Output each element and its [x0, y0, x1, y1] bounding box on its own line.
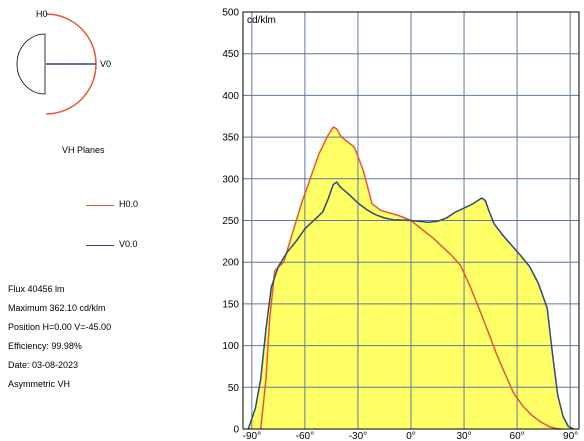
- y-tick-label-0: 0: [233, 425, 239, 436]
- legend-v-label: V0.0: [119, 239, 138, 249]
- left-panel: H0 V0 VH Planes H0.0 V0.0 Flux 40456 lm …: [0, 0, 225, 441]
- y-tick-label-1: 50: [228, 383, 240, 394]
- y-tick-label-7: 350: [222, 133, 239, 144]
- v0-plane-label: V0: [100, 59, 112, 69]
- plot-frame: [242, 11, 580, 430]
- x-tick-label-6: 90°: [563, 431, 578, 441]
- legend-v-swatch: [86, 245, 114, 246]
- y-tick-label-6: 300: [222, 174, 239, 185]
- y-tick-label-2: 100: [222, 341, 239, 352]
- type-text: Asymmetric VH: [8, 379, 71, 389]
- x-tick-label-3: 0°: [406, 431, 416, 441]
- x-tick-label-1: -60°: [296, 431, 314, 441]
- series-line-1: [247, 181, 575, 430]
- x-tick-label-4: 30°: [456, 431, 471, 441]
- y-tick-label-9: 450: [222, 49, 239, 60]
- vh-planes-diagram: [16, 13, 97, 115]
- maximum-text: Maximum 362.10 cd/klm: [8, 303, 106, 313]
- legend-h-label: H0.0: [119, 199, 139, 209]
- flux-text: Flux 40456 lm: [8, 284, 65, 294]
- vh-planes-caption: VH Planes: [62, 145, 105, 155]
- series-line-0: [259, 126, 562, 430]
- y-tick-label-8: 400: [222, 91, 239, 102]
- y-tick-label-4: 200: [222, 258, 239, 269]
- legend-h-swatch: [86, 205, 114, 206]
- y-tick-label-10: 500: [222, 8, 239, 19]
- x-tick-label-2: -30°: [349, 431, 367, 441]
- x-tick-label-5: 60°: [510, 431, 525, 441]
- y-tick-label-5: 250: [222, 216, 239, 227]
- efficiency-text: Efficiency: 99.98%: [8, 341, 82, 351]
- unit-label: cd/klm: [247, 15, 276, 26]
- date-text: Date: 03-08-2023: [8, 360, 79, 370]
- y-tick-label-3: 150: [222, 299, 239, 310]
- vertical-plane-half-disk: [16, 33, 46, 95]
- x-tick-label-0: -90°: [243, 431, 261, 441]
- position-text: Position H=0.00 V=-45.00: [8, 322, 112, 332]
- h0-plane-label: H0: [36, 9, 48, 19]
